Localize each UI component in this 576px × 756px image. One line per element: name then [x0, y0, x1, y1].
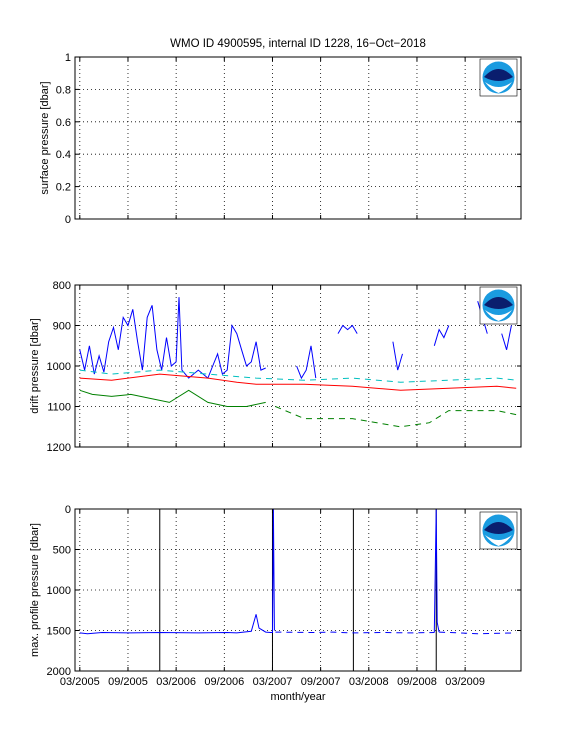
x-tick-label: 03/2006 [156, 676, 196, 688]
series-line [79, 297, 266, 379]
marks [79, 297, 517, 428]
y-tick-label: 0.8 [56, 84, 71, 96]
x-tick-label: 03/2007 [253, 676, 293, 688]
y-axis-label: max. profile pressure [dbar] [29, 523, 41, 657]
panel-drift-pressure: 800 900 1000 1100 1200 drift pressure [dbar] [29, 280, 522, 454]
series-line [79, 508, 275, 635]
x-axis-label: month/year [270, 691, 325, 703]
series-line [501, 325, 512, 350]
y-tick-label: 1100 [47, 402, 71, 414]
y-tick-label: 900 [53, 321, 71, 333]
marks [79, 508, 517, 671]
y-tick-label: 500 [53, 545, 71, 557]
ticks: 800 900 1000 1100 1200 [47, 280, 521, 454]
series-line [79, 389, 266, 407]
noaa-logo-icon [479, 286, 518, 325]
y-axis-label: surface pressure [dbar] [39, 81, 51, 194]
x-tick-label: 09/2008 [397, 676, 437, 688]
noaa-logo-icon [479, 511, 518, 550]
plot-frame [74, 508, 522, 672]
series-line [439, 631, 517, 635]
series-line [79, 369, 517, 383]
series-line [433, 325, 450, 346]
series-line [79, 373, 517, 391]
y-tick-label: 800 [53, 280, 71, 292]
y-tick-label: 1000 [47, 585, 71, 597]
x-tick-label: 03/2009 [445, 676, 485, 688]
y-tick-label: 0 [65, 214, 71, 226]
series-line [433, 508, 440, 633]
series-line [392, 341, 403, 371]
series-line [296, 345, 317, 380]
grid [75, 285, 521, 447]
y-tick-label: 1500 [47, 626, 71, 638]
y-tick-label: 1200 [47, 442, 71, 454]
series-line [275, 406, 517, 428]
figure-title: WMO ID 4900595, internal ID 1228, 16−Oct… [170, 38, 426, 50]
x-tick-label: 09/2006 [204, 676, 244, 688]
y-tick-label: 0.2 [56, 182, 71, 194]
y-axis-label: drift pressure [dbar] [29, 318, 41, 413]
x-tick-label: 03/2005 [60, 676, 100, 688]
x-tick-label: 03/2008 [349, 676, 389, 688]
noaa-logo-icon [479, 58, 518, 97]
grid [75, 57, 521, 219]
y-tick-label: 1 [65, 52, 71, 64]
y-tick-label: 0.6 [56, 117, 71, 129]
series-line [337, 324, 358, 334]
y-tick-label: 0.4 [56, 149, 71, 161]
x-tick-label: 09/2005 [108, 676, 148, 688]
y-tick-label: 0 [65, 504, 71, 516]
y-tick-label: 2000 [47, 666, 71, 678]
y-tick-label: 1000 [47, 361, 71, 373]
grid [75, 509, 521, 671]
panel-surface-pressure: 0 0.2 0.4 0.6 0.8 1 surface pressure [dbar] [39, 52, 522, 226]
series-line [275, 631, 435, 634]
x-tick-label: 09/2007 [301, 676, 341, 688]
plot-frame [74, 56, 522, 220]
ticks: 0 0.2 0.4 0.6 0.8 1 [56, 52, 521, 226]
